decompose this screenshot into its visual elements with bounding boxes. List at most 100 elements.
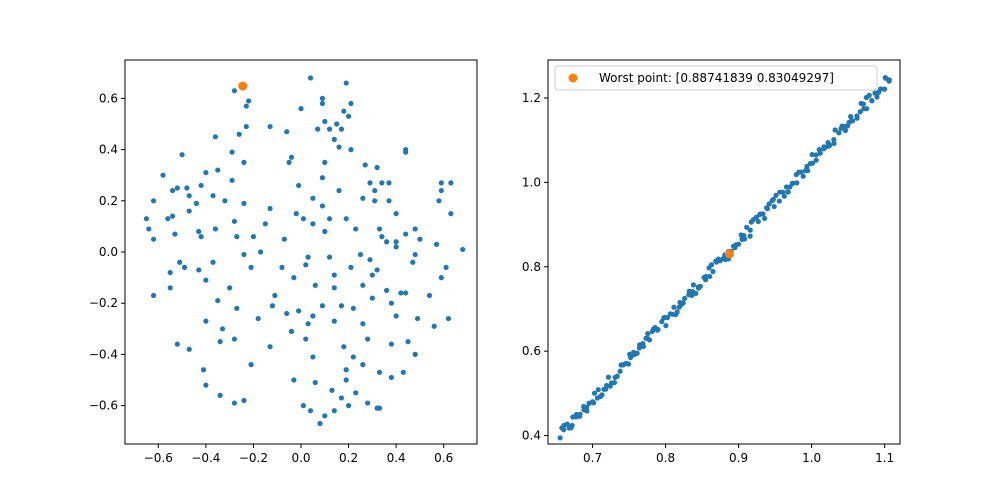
data-point [790, 180, 796, 186]
y-tick-label: −0.4 [89, 347, 118, 361]
data-point [869, 98, 875, 104]
data-point [766, 201, 772, 207]
data-point [231, 400, 238, 406]
data-point [671, 304, 677, 310]
data-point [561, 427, 567, 433]
data-point [326, 126, 333, 132]
data-point [312, 282, 318, 288]
data-point [248, 362, 254, 368]
data-point [655, 326, 661, 333]
data-point [813, 152, 819, 158]
data-point [150, 236, 157, 242]
data-point [364, 336, 371, 342]
data-point [362, 162, 368, 168]
data-point [179, 152, 185, 158]
data-point [210, 193, 216, 199]
data-point [269, 303, 276, 309]
data-point [319, 95, 326, 101]
data-point [167, 285, 173, 291]
data-point [412, 226, 418, 232]
data-point [198, 182, 204, 189]
data-point [315, 126, 321, 132]
data-point [322, 159, 328, 165]
data-point [878, 86, 884, 92]
data-point [231, 336, 238, 342]
data-point [850, 118, 856, 124]
data-point [350, 305, 356, 311]
data-point [196, 228, 202, 235]
y-tick-label: 0.4 [99, 143, 118, 157]
data-point [229, 177, 235, 183]
data-point [250, 234, 257, 240]
data-point [710, 268, 716, 275]
data-point [680, 300, 686, 306]
data-point [307, 75, 314, 81]
left-points [143, 75, 466, 427]
data-point [215, 167, 221, 173]
data-point [241, 251, 247, 258]
data-point [181, 264, 188, 270]
data-point [448, 180, 454, 186]
data-point [663, 323, 669, 329]
data-point [410, 259, 416, 265]
data-point [241, 200, 247, 206]
x-tick-label: 1.0 [802, 451, 821, 465]
data-point [303, 336, 309, 342]
data-point [744, 224, 750, 230]
data-point [426, 292, 433, 299]
data-point [348, 147, 354, 153]
data-point [747, 227, 753, 233]
data-point [229, 149, 235, 155]
data-point [284, 129, 290, 135]
data-point [376, 226, 383, 232]
data-point [403, 149, 409, 155]
data-point [564, 421, 570, 427]
legend-marker [568, 73, 578, 83]
data-point [646, 337, 653, 343]
data-point [343, 216, 349, 222]
data-point [322, 413, 328, 419]
data-point [443, 264, 449, 270]
data-point [776, 198, 782, 204]
data-point [210, 259, 216, 265]
data-point [198, 234, 204, 240]
left-y-ticks: −0.6 −0.4 −0.2 0.0 0.2 0.4 0.6 [89, 91, 125, 413]
data-point [384, 239, 390, 245]
data-point [372, 187, 378, 194]
data-point [212, 134, 218, 140]
data-point [353, 226, 359, 232]
data-point [296, 308, 302, 314]
data-point [307, 408, 314, 414]
data-point [288, 328, 295, 334]
data-point [770, 196, 776, 203]
data-point [569, 422, 575, 429]
data-point [203, 170, 209, 176]
data-point [215, 298, 221, 304]
data-point [243, 103, 249, 109]
data-point [403, 231, 409, 237]
data-point [417, 236, 423, 242]
data-point [284, 310, 290, 317]
data-point [804, 163, 810, 170]
data-point [874, 94, 880, 100]
data-point [393, 244, 399, 250]
data-point [150, 292, 157, 299]
data-point [338, 303, 345, 309]
data-point [763, 205, 770, 211]
data-point [300, 403, 306, 409]
data-point [864, 106, 870, 112]
data-point [272, 292, 278, 299]
data-point [193, 200, 199, 206]
data-point [172, 231, 178, 237]
data-point [755, 218, 761, 225]
y-tick-label: −0.2 [89, 296, 118, 310]
data-point [231, 88, 238, 94]
data-point [222, 198, 228, 204]
data-point [143, 216, 150, 222]
data-point [785, 189, 791, 195]
data-point [319, 175, 326, 181]
data-point [809, 160, 816, 166]
data-point [293, 211, 299, 217]
data-point [267, 205, 273, 212]
right-axes-frame [547, 59, 901, 445]
